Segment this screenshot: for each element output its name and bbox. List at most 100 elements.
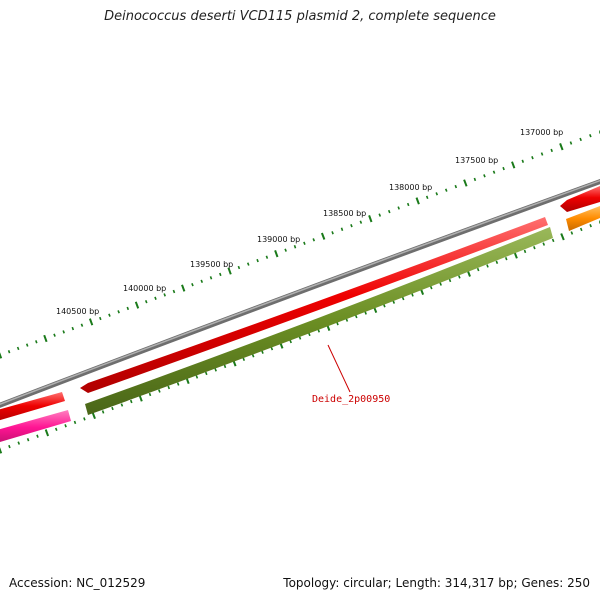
inner-scale-ticks: [0, 220, 600, 454]
scale-tick: [108, 313, 111, 317]
scale-tick: [383, 304, 386, 308]
scale-tick: [345, 318, 349, 322]
scale-tick: [542, 242, 546, 246]
scale-tick: [7, 350, 11, 354]
scale-tick: [397, 206, 400, 210]
scale-label: 138500 bp: [323, 209, 366, 218]
scale-tick: [246, 262, 250, 266]
scale-tick: [83, 417, 86, 421]
scale-tick: [551, 238, 555, 243]
scale-tick: [429, 286, 433, 290]
scale-tick: [569, 141, 573, 145]
scale-tick: [44, 429, 50, 437]
reverse-gene[interactable]: [85, 227, 553, 415]
scale-tick: [476, 267, 480, 272]
scale-tick: [0, 447, 3, 454]
scale-tick: [336, 322, 339, 326]
scale-tick: [148, 392, 152, 397]
scale-tick: [340, 227, 344, 231]
scale-label: 139500 bp: [190, 260, 233, 269]
scale-tick: [483, 174, 486, 178]
scale-tick: [16, 346, 20, 351]
scale-tick: [492, 170, 496, 174]
scale-tick: [298, 336, 302, 340]
scale-tick: [533, 246, 536, 250]
scale-tick: [458, 275, 461, 279]
scale-tick: [200, 279, 204, 283]
scale-tick: [401, 296, 405, 301]
scale-tick: [289, 339, 292, 344]
scale-tick: [242, 357, 246, 361]
scale-tick: [214, 368, 217, 372]
scale-tick: [359, 220, 363, 224]
scale-tick: [8, 444, 11, 449]
scale-tick: [265, 255, 269, 259]
map-title: Deinococcus deserti VCD115 plasmid 2, co…: [104, 9, 496, 24]
forward-gene[interactable]: [80, 217, 548, 393]
scale-label: 140500 bp: [56, 307, 99, 316]
scale-tick: [463, 179, 468, 187]
scale-tick: [293, 245, 297, 249]
scale-tick: [444, 188, 448, 192]
scale-tick: [111, 406, 114, 411]
scale-tick: [350, 224, 353, 228]
scale-tick: [378, 213, 382, 217]
scale-tick: [227, 267, 232, 275]
scale-tick: [560, 233, 565, 241]
scale-tick: [219, 272, 222, 277]
scale-tick: [331, 231, 334, 235]
scale-tick: [354, 314, 358, 319]
scale-tick: [589, 134, 592, 138]
scale-tick: [261, 350, 264, 354]
scale-tick: [502, 166, 505, 171]
scale-tick: [129, 399, 133, 404]
scale-tick: [73, 420, 77, 425]
scale-tick: [406, 202, 410, 207]
scale-tick: [270, 347, 274, 351]
scale-tick: [425, 195, 429, 200]
scale-tick: [71, 326, 75, 331]
scale-tick: [284, 248, 287, 252]
scale-tick: [120, 403, 124, 407]
scale-tick: [17, 441, 21, 445]
scale-tick: [317, 329, 321, 333]
backbone-highlight: [0, 179, 600, 405]
scale-tick: [411, 293, 414, 297]
scale-tick: [237, 265, 241, 270]
scale-tick: [35, 340, 38, 344]
scale-tick: [550, 148, 553, 153]
scale-tick: [521, 159, 525, 163]
scale-tick: [392, 300, 396, 304]
accession-text: Accession: NC_012529: [9, 576, 146, 590]
scale-tick: [144, 300, 148, 304]
scale-tick: [531, 156, 534, 160]
scale-tick: [251, 354, 255, 358]
scale-tick: [62, 330, 65, 334]
scale-tick: [486, 264, 489, 268]
scale-tick: [308, 332, 311, 337]
scale-tick: [454, 184, 458, 189]
forward-gene[interactable]: [0, 392, 65, 423]
scale-tick: [43, 334, 48, 343]
scale-tick: [364, 311, 367, 315]
scale-tick: [570, 231, 574, 235]
scale-label: 137000 bp: [520, 128, 563, 137]
scale-tick: [303, 241, 306, 245]
scale-tick: [320, 232, 326, 240]
reverse-gene[interactable]: [566, 206, 600, 231]
scale-tick: [176, 382, 180, 386]
reverse-gene[interactable]: [0, 410, 71, 445]
scale-tick: [579, 137, 582, 142]
scale-tick: [256, 258, 259, 263]
scale-label: 139000 bp: [257, 235, 300, 244]
outer-scale-ticks: [0, 130, 600, 359]
forward-gene[interactable]: [560, 186, 600, 212]
scale-tick: [163, 293, 166, 297]
gene-label[interactable]: Deide_2p00950: [312, 394, 390, 405]
scale-tick: [117, 310, 120, 314]
scale-tick: [158, 389, 161, 393]
scale-tick: [191, 283, 194, 287]
scale-tick: [435, 192, 439, 196]
gene-label-leader: [327, 344, 351, 393]
